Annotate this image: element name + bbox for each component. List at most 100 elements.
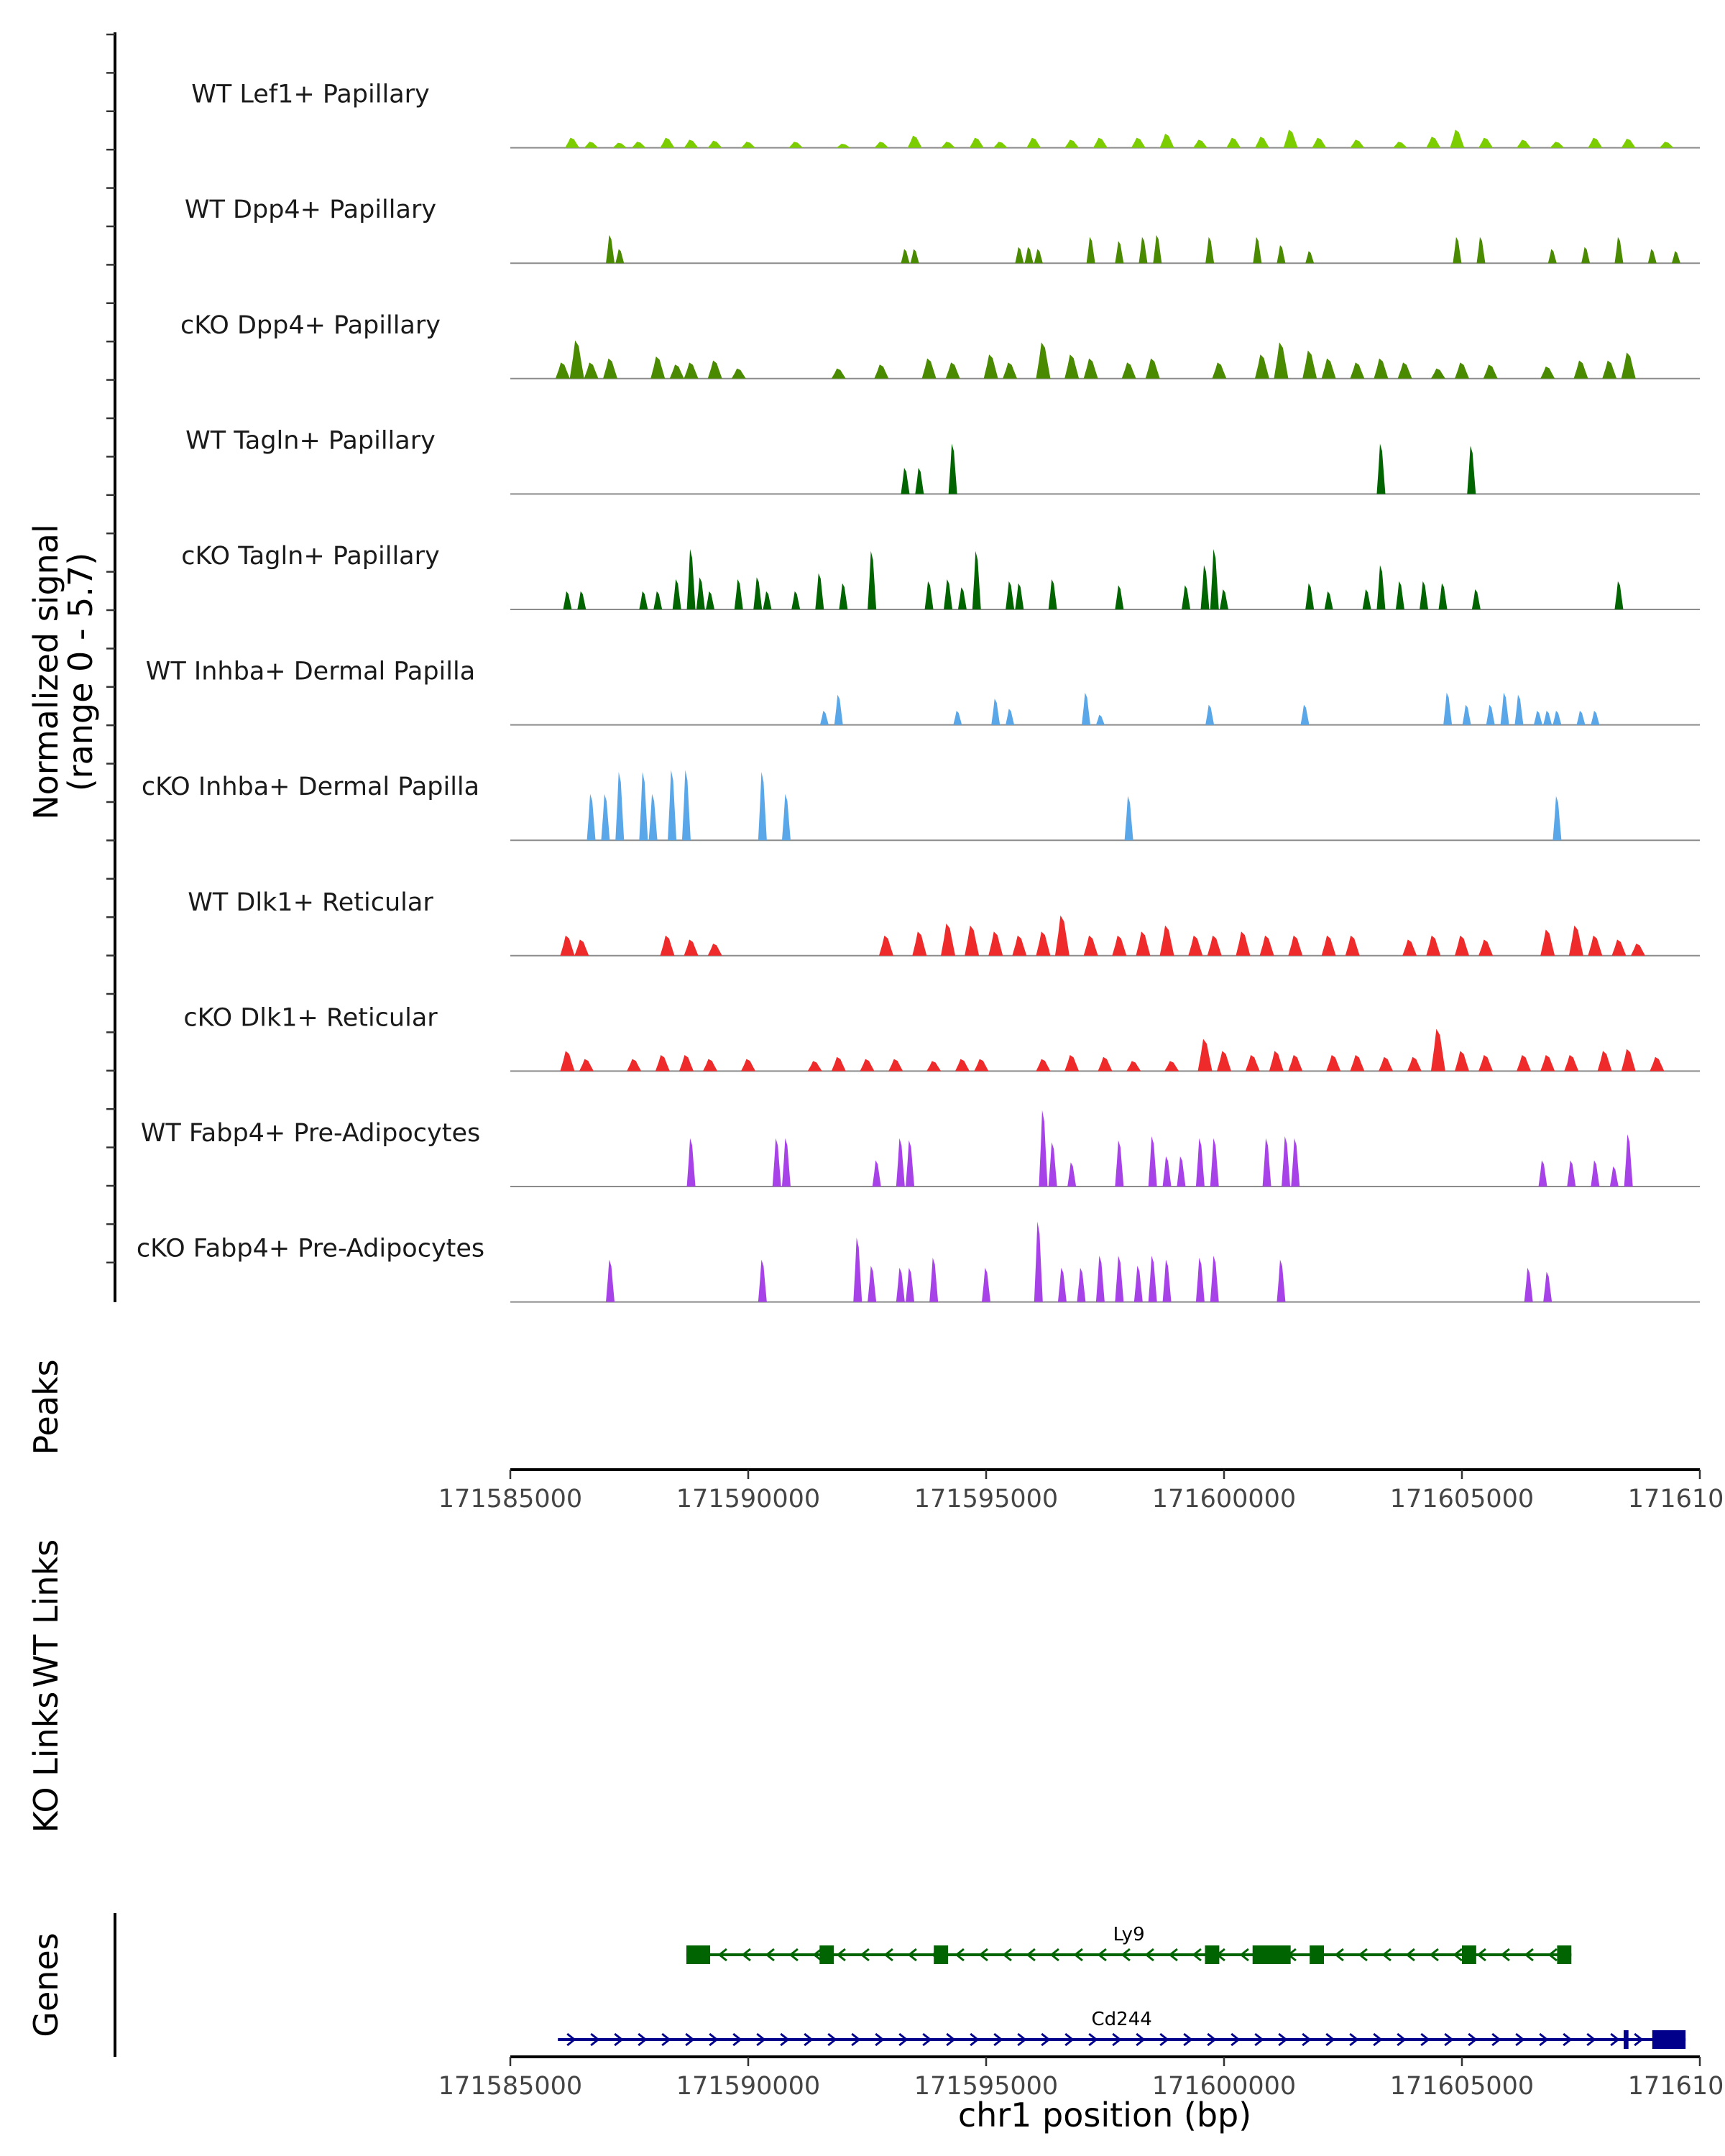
coverage-peak xyxy=(954,1059,970,1072)
coverage-peak xyxy=(907,135,922,148)
strand-arrow xyxy=(1041,2032,1051,2047)
coverage-peak xyxy=(734,579,743,609)
coverage-peak xyxy=(969,137,984,148)
strand-arrow xyxy=(1097,1948,1107,1962)
coverage-peak xyxy=(1245,1055,1260,1072)
strand-arrow xyxy=(1358,1948,1368,1962)
coverage-track: cKO Fabp4+ Pre-Adipocytes xyxy=(137,1221,1700,1303)
coverage-track: WT Dpp4+ Papillary xyxy=(185,195,1700,264)
strand-arrow xyxy=(970,2032,980,2047)
coverage-peak xyxy=(1210,549,1219,609)
gene-exon xyxy=(819,1945,834,1964)
coverage-peak xyxy=(1647,249,1657,264)
position-axis-middle: 171585000 171590000 171595000 171600000 1716… xyxy=(438,1468,1725,1514)
coverage-peak xyxy=(1376,443,1386,494)
strand-arrow xyxy=(1634,2032,1644,2047)
coverage-peak xyxy=(555,362,570,379)
coverage-peak xyxy=(953,711,962,725)
coverage-peak xyxy=(772,1138,781,1187)
coverage-peak xyxy=(1597,1051,1612,1072)
gene-exon xyxy=(1624,2030,1629,2049)
coverage-peak xyxy=(1205,704,1215,725)
coverage-peak xyxy=(1443,692,1453,725)
axis-tick-label: 171585000 xyxy=(438,2072,582,2101)
genes-label: Genes xyxy=(27,1932,65,2037)
coverage-peak xyxy=(1269,1051,1284,1072)
strand-arrow xyxy=(780,2032,790,2047)
strand-arrow xyxy=(741,1948,751,1962)
coverage-peak xyxy=(929,1258,939,1302)
coverage-peak xyxy=(1430,1028,1445,1072)
strand-arrow xyxy=(1420,2032,1430,2047)
coverage-peak xyxy=(1564,1055,1579,1072)
coverage-peak xyxy=(1450,129,1465,148)
strand-arrow xyxy=(638,2032,648,2047)
strand-arrow xyxy=(1373,2032,1383,2047)
coverage-peak xyxy=(906,1268,915,1302)
coverage-peak xyxy=(1621,139,1636,148)
coverage-peak xyxy=(684,939,699,956)
coverage-peak xyxy=(672,579,681,609)
coverage-peak xyxy=(1012,935,1027,956)
coverage-peak xyxy=(1083,358,1098,379)
strand-arrow xyxy=(685,2032,695,2047)
strand-arrow xyxy=(1064,2032,1075,2047)
coverage-peak xyxy=(574,939,589,956)
coverage-peak xyxy=(565,137,580,148)
coverage-peak xyxy=(639,591,648,609)
axis-tick-label: 171590000 xyxy=(676,2072,820,2101)
coverage-peak xyxy=(606,1259,615,1302)
coverage-peak xyxy=(957,587,967,609)
coverage-peak xyxy=(1576,711,1586,725)
coverage-peak xyxy=(1148,1136,1157,1187)
gene-models: Ly9 Cd244 xyxy=(558,1924,1686,2049)
coverage-peak xyxy=(1148,1256,1157,1302)
coverage-peak xyxy=(1288,1055,1303,1072)
strand-arrow xyxy=(717,1948,727,1962)
coverage-peak xyxy=(945,362,960,379)
coverage-peak xyxy=(926,1061,942,1072)
strand-arrow xyxy=(1563,2032,1573,2047)
track-label: cKO Fabp4+ Pre-Adipocytes xyxy=(137,1235,484,1263)
coverage-track: cKO Dpp4+ Papillary xyxy=(180,311,1700,379)
coverage-peak xyxy=(631,142,646,148)
coverage-peak xyxy=(868,1266,877,1302)
coverage-peak xyxy=(707,944,722,956)
coverage-peak xyxy=(1276,1259,1286,1302)
axis-tick-label: 171610000 xyxy=(1628,1485,1725,1514)
coverage-peak xyxy=(1543,1271,1552,1302)
coverage-peak xyxy=(1098,1056,1113,1072)
coverage-peak xyxy=(1453,236,1462,264)
coverage-peak xyxy=(1324,591,1333,609)
coverage-peak xyxy=(888,1059,903,1072)
x-axis-title: chr1 position (bp) xyxy=(958,2096,1251,2134)
coverage-peak xyxy=(560,1051,575,1072)
coverage-peak xyxy=(1581,247,1591,264)
coverage-peak xyxy=(839,583,848,609)
coverage-peak xyxy=(991,699,1000,725)
coverage-peak xyxy=(819,711,829,725)
coverage-peak xyxy=(1533,711,1542,725)
peaks-label: Peaks xyxy=(27,1359,65,1455)
coverage-peak xyxy=(615,772,625,841)
strand-arrow xyxy=(1159,2032,1169,2047)
coverage-peak xyxy=(684,139,699,148)
coverage-peak xyxy=(1374,358,1389,379)
coverage-peak xyxy=(1282,1136,1291,1187)
coverage-peak xyxy=(1379,1056,1394,1072)
coverage-peak xyxy=(1159,134,1174,148)
gene-exon xyxy=(1652,2030,1686,2049)
coverage-peak xyxy=(1305,583,1315,609)
strand-arrow xyxy=(1429,1948,1439,1962)
coverage-peak xyxy=(707,360,722,379)
coverage-peak xyxy=(941,923,956,956)
coverage-peak xyxy=(1305,251,1315,264)
coverage-peak xyxy=(1588,935,1603,956)
coverage-peak xyxy=(1095,1256,1105,1302)
coverage-peak xyxy=(1550,142,1565,148)
coverage-peak xyxy=(703,1059,718,1072)
strand-arrow xyxy=(732,2032,742,2047)
coverage-peak xyxy=(1115,585,1124,609)
coverage-peak xyxy=(758,772,767,841)
coverage-peak xyxy=(1540,929,1555,956)
